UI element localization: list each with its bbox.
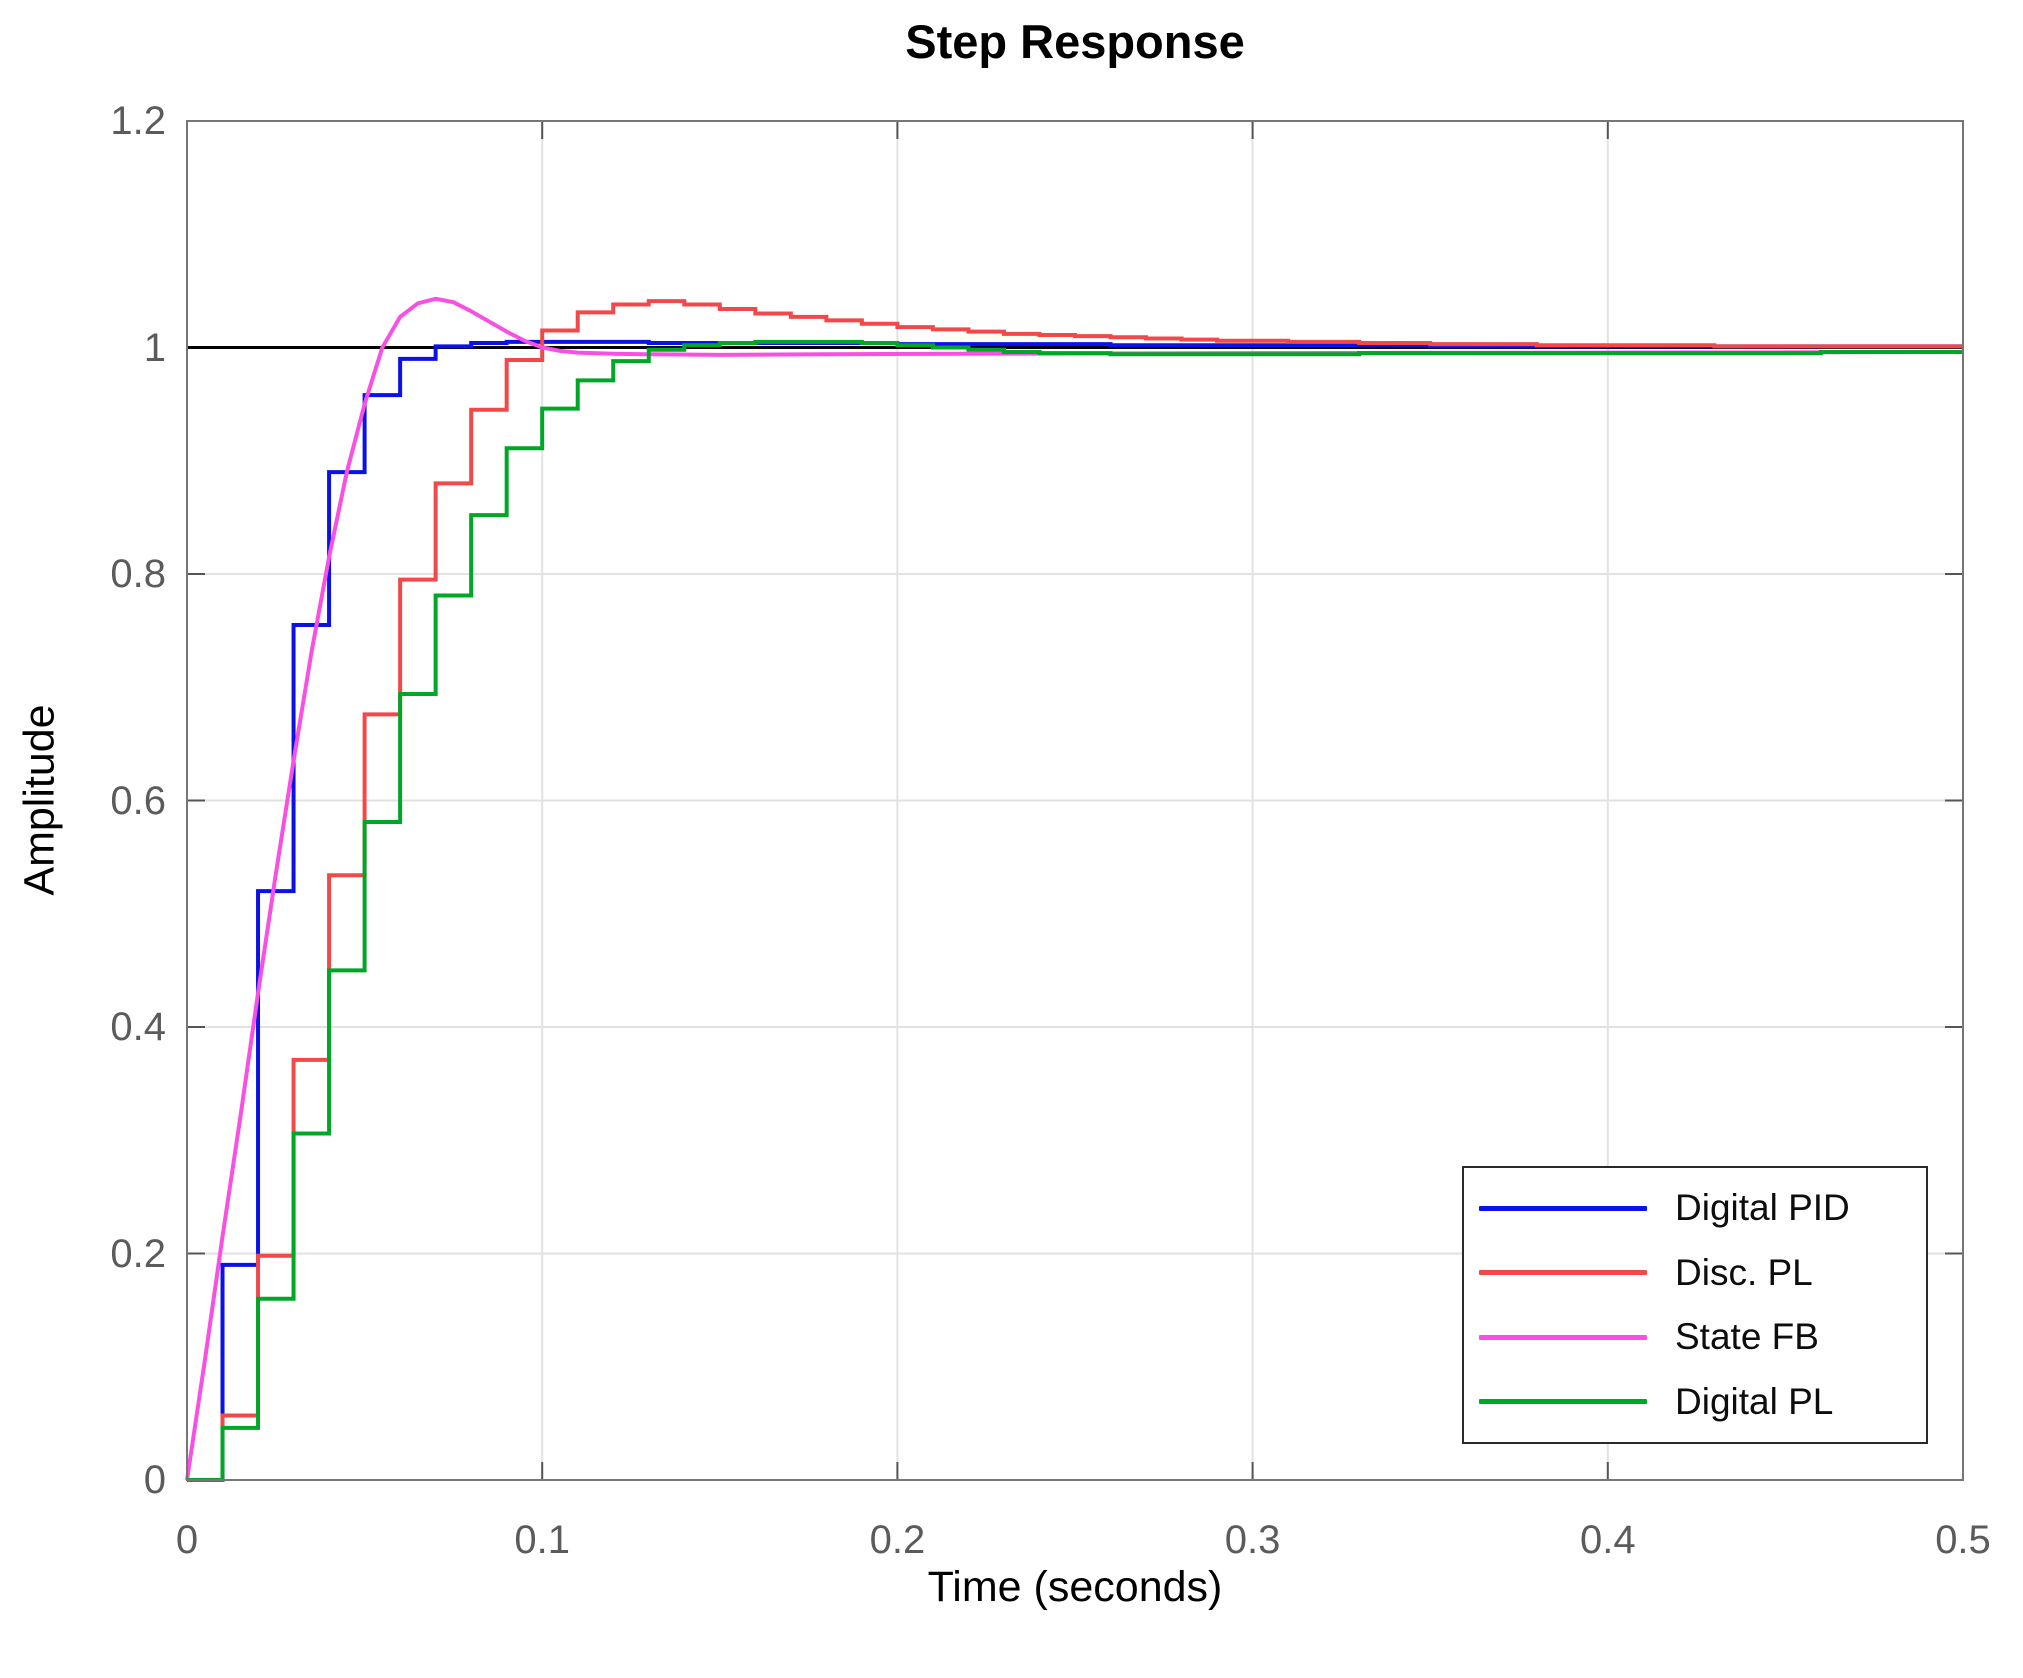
legend-label: Disc. PL [1675,1251,1813,1293]
x-tick-label: 0 [175,1518,199,1562]
series-state-fb [185,296,1964,1481]
legend-entry: Digital PID [1464,1177,1926,1239]
series-disc-pl [187,299,1963,1482]
legend-line-swatch [1479,1399,1647,1405]
y-tick-label: 0 [143,1458,166,1502]
x-tick-label: 0.1 [514,1518,570,1562]
legend-label: State FB [1675,1316,1819,1358]
legend-line-swatch [1479,1270,1647,1276]
y-tick-label: 1 [143,325,166,370]
legend-line-swatch [1479,1334,1647,1340]
y-tick-label: 1.2 [110,99,166,143]
legend-entry: Disc. PL [1464,1242,1926,1304]
x-tick-label: 0.2 [869,1518,926,1562]
y-tick-label: 0.6 [110,778,166,823]
legend-entry: State FB [1464,1306,1926,1368]
y-tick-label: 0.2 [110,1231,166,1276]
x-tick-label: 0.5 [1935,1518,1991,1562]
y-tick-label: 0.8 [110,552,166,596]
legend-label: Digital PL [1675,1380,1834,1422]
legend-entry: Digital PL [1464,1371,1926,1433]
legend-label: Digital PID [1675,1187,1850,1229]
x-tick-label: 0.3 [1224,1518,1281,1562]
chart-title: Step Response [905,15,1245,68]
axes-box [186,120,1964,1481]
legend: Digital PID Disc. PL State FB Digital PL [1462,1166,1928,1444]
legend-line-swatch [1479,1205,1647,1211]
y-tick-label: 0.4 [110,1005,166,1049]
series-digital-pl [187,339,1963,1482]
x-axis-label: Time (seconds) [927,1563,1223,1611]
x-tick-label: 0.4 [1579,1518,1636,1562]
